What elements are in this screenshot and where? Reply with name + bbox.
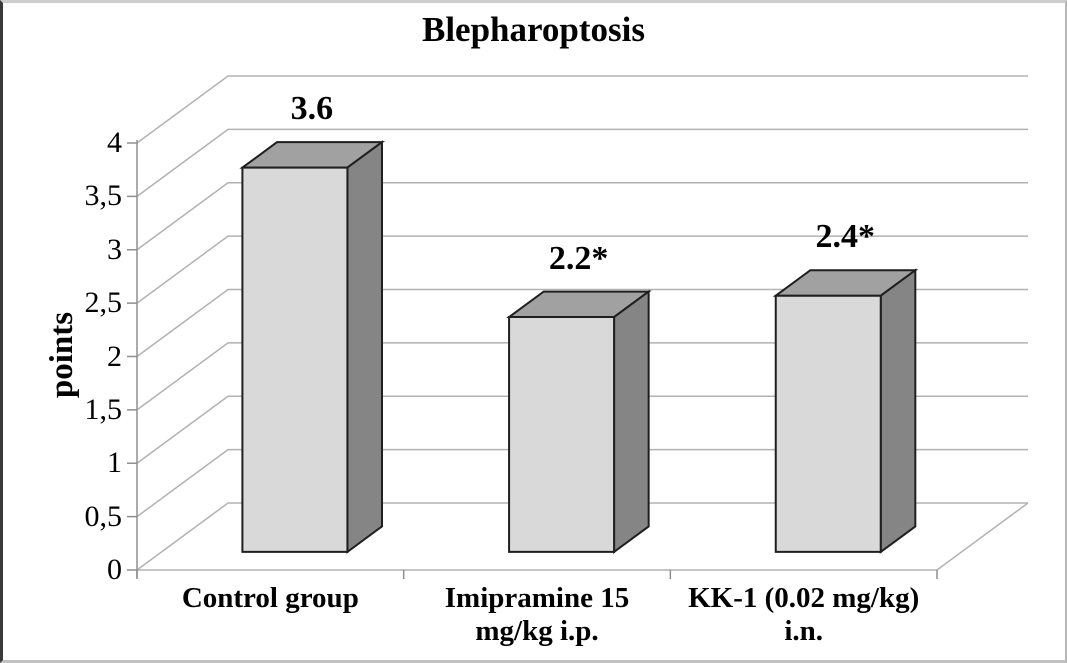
bar-side-face xyxy=(346,140,383,554)
gridline xyxy=(136,448,1028,518)
category-label: KK-1 (0.02 mg/kg) i.n. xyxy=(688,582,920,647)
gridline xyxy=(136,395,1028,464)
bar-data-label: 2.4* xyxy=(815,218,875,256)
y-tick-label: 3,5 xyxy=(84,179,123,213)
bar-data-label: 3.6 xyxy=(290,90,334,128)
y-tick-label: 3 xyxy=(107,232,122,266)
bar xyxy=(239,140,386,554)
y-tick-label: 1 xyxy=(107,446,122,480)
y-tick-label: 0,5 xyxy=(84,499,123,533)
y-tick-label: 2,5 xyxy=(84,286,123,320)
category-label: Control group xyxy=(181,582,359,614)
gridline xyxy=(136,128,1028,197)
gridline xyxy=(136,502,1028,571)
bar xyxy=(506,289,652,554)
bar-side-face xyxy=(879,268,917,554)
gridlines xyxy=(136,75,1029,571)
gridline xyxy=(136,75,1028,144)
gridline xyxy=(136,235,1028,304)
bar xyxy=(772,268,919,554)
y-tick-label: 0 xyxy=(107,553,122,586)
bar-data-label: 2.2* xyxy=(548,239,609,277)
category-label: Imipramine 15 mg/kg i.p. xyxy=(444,582,630,647)
bar-front-face xyxy=(241,166,349,553)
gridline xyxy=(136,342,1028,411)
y-tick-label: 1,5 xyxy=(84,392,123,426)
gridline xyxy=(136,288,1028,358)
axes xyxy=(127,140,938,579)
chart-title: Blepharoptosis xyxy=(421,10,646,49)
gridline xyxy=(136,182,1028,251)
y-tick-label: 4 xyxy=(107,126,122,159)
bar-front-face xyxy=(508,316,616,553)
bar-side-face xyxy=(613,289,650,554)
y-tick-label: 2 xyxy=(107,339,122,373)
bar-front-face xyxy=(774,294,882,553)
